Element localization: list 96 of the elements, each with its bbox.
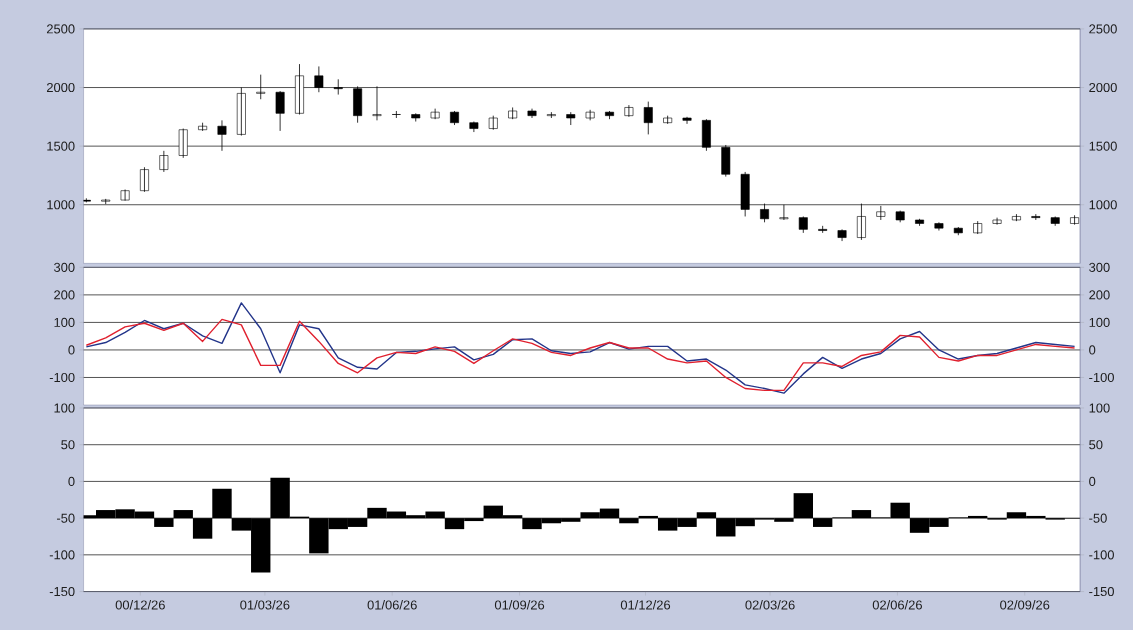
y-tick-label: -100 — [49, 372, 75, 382]
y-tick-label: 0 — [68, 345, 75, 355]
candlestick — [256, 74, 266, 100]
candlestick — [178, 127, 188, 159]
y-tick-label: 200 — [54, 290, 75, 300]
candlestick — [934, 221, 944, 231]
candlestick — [682, 116, 692, 125]
candlestick — [818, 225, 828, 234]
y2-tick-label: 300 — [1089, 262, 1110, 272]
y2-tick-label: 100 — [1089, 403, 1110, 413]
y2-tick-label: 50 — [1089, 439, 1103, 450]
y2-tick-label: 0 — [1089, 345, 1096, 355]
candlestick — [411, 112, 421, 122]
y-tick-label: 300 — [54, 262, 75, 272]
candlestick — [430, 108, 440, 120]
candlestick — [450, 110, 459, 126]
candlestick — [1031, 213, 1041, 221]
candlestick — [779, 204, 789, 221]
candlestick — [605, 110, 614, 120]
bar — [173, 509, 193, 518]
candlestick — [760, 202, 769, 223]
candlestick — [915, 218, 925, 227]
y2-tick-label: 100 — [1089, 317, 1110, 327]
bar — [812, 517, 833, 527]
x-tick-label: 02/03/26 — [745, 599, 795, 610]
x-tick-label: 02/09/26 — [1000, 599, 1050, 610]
x-tick-label: 02/06/26 — [872, 599, 922, 610]
y2-tick-label: 1000 — [1089, 199, 1117, 210]
bar — [154, 517, 174, 527]
candlestick — [527, 108, 537, 119]
bar — [696, 512, 717, 518]
candlestick — [953, 226, 963, 236]
bar — [192, 517, 213, 539]
y2-tick-label: -100 — [1089, 372, 1114, 382]
candlestick — [1011, 213, 1021, 222]
candlestick — [740, 171, 750, 217]
candlestick — [566, 111, 576, 126]
x-tick-label: 00/12/26 — [115, 599, 165, 610]
candlestick — [992, 217, 1002, 225]
candlestick — [663, 115, 673, 125]
candlestick — [140, 166, 149, 193]
candlestick — [837, 228, 847, 242]
candlestick — [701, 118, 711, 152]
candlestick — [721, 144, 731, 177]
candlestick — [508, 106, 518, 120]
y-tick-label: 2500 — [46, 24, 75, 34]
line-series — [85, 301, 1076, 394]
candlestick — [488, 115, 498, 130]
x-tick-label: 01/09/26 — [494, 599, 545, 610]
candlestick — [643, 100, 653, 135]
y2-tick-label: 1500 — [1089, 141, 1117, 151]
candlestick — [624, 104, 634, 118]
y2-tick-label: 2500 — [1089, 24, 1117, 34]
y2-tick-label: -150 — [1089, 586, 1114, 596]
y2-tick-label: 200 — [1089, 290, 1110, 300]
y2-tick-label: 2000 — [1089, 82, 1117, 92]
x-tick-label: 01/12/26 — [620, 599, 671, 610]
bar — [212, 488, 232, 518]
candlestick — [798, 215, 808, 234]
bar — [793, 492, 813, 518]
candlestick — [469, 120, 479, 133]
candlestick — [295, 63, 304, 115]
candlestick — [333, 78, 343, 95]
y2-tick-label: -100 — [1089, 550, 1114, 560]
y-tick-label: -150 — [49, 586, 75, 596]
candlestick — [353, 85, 363, 123]
line-series — [85, 318, 1076, 391]
y2-tick-label: -50 — [1089, 513, 1107, 523]
candlestick — [275, 90, 285, 132]
y2-tick-label: 0 — [1089, 476, 1096, 486]
y-tick-label: -50 — [56, 513, 75, 523]
y-tick-label: 1000 — [47, 199, 75, 210]
candlestick — [585, 109, 595, 121]
y-tick-label: 100 — [54, 403, 75, 413]
x-tick-label: 01/03/26 — [240, 599, 290, 610]
candlestick — [236, 86, 246, 136]
candlestick — [101, 198, 111, 205]
candlestick — [973, 220, 983, 235]
candlestick — [876, 205, 886, 221]
y-tick-label: 0 — [68, 476, 75, 486]
candlestick — [159, 150, 169, 173]
y-tick-label: 100 — [54, 317, 75, 327]
y-tick-label: 1500 — [47, 141, 75, 151]
candlestick — [314, 65, 324, 93]
candlestick — [856, 202, 866, 241]
candlestick — [546, 111, 556, 119]
y-tick-label: 2000 — [46, 82, 75, 92]
candlestick — [1050, 215, 1060, 227]
candlestick — [217, 119, 227, 152]
candlestick — [895, 209, 905, 223]
y-tick-label: -100 — [49, 550, 75, 560]
candlestick — [372, 85, 382, 121]
y-tick-label: 50 — [61, 439, 75, 450]
x-tick-label: 01/06/26 — [367, 599, 417, 610]
bar — [619, 517, 639, 524]
candlestick — [120, 188, 130, 201]
